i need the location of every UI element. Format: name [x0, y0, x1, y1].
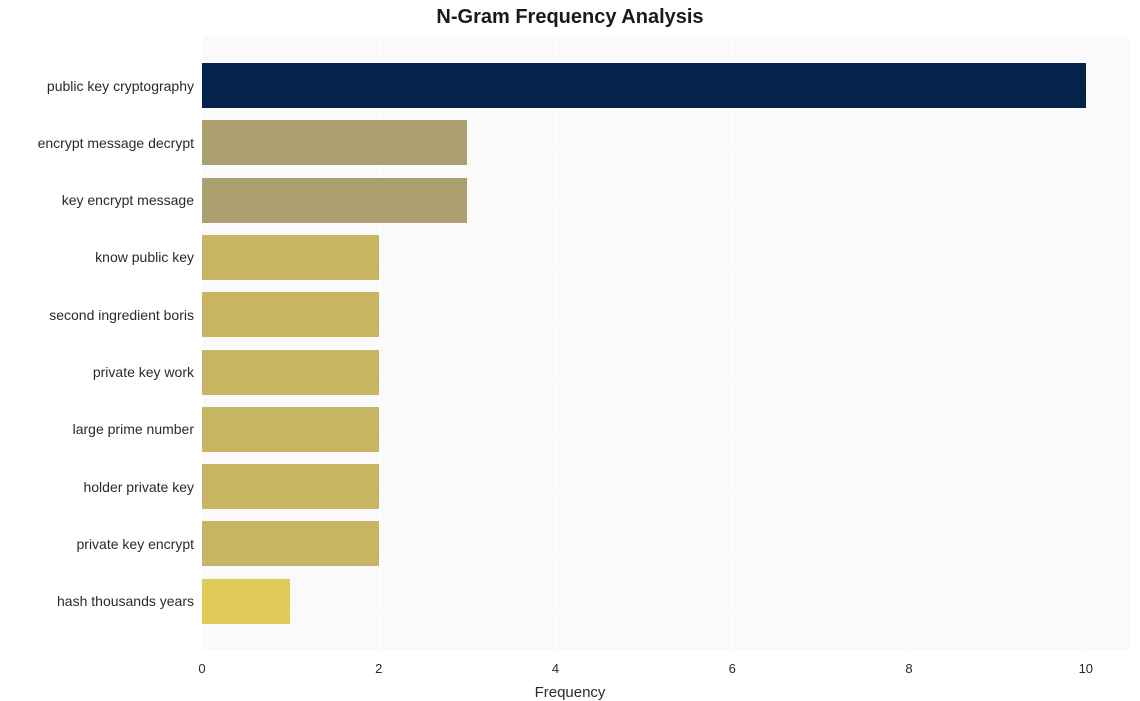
bar-row: public key cryptography — [202, 63, 1130, 108]
x-tick-label: 6 — [729, 661, 736, 676]
bar — [202, 521, 379, 566]
x-axis-label: Frequency — [0, 684, 1140, 701]
bar — [202, 178, 467, 223]
y-tick-label: private key encrypt — [77, 536, 203, 552]
y-tick-label: key encrypt message — [62, 192, 202, 208]
bar — [202, 292, 379, 337]
y-tick-label: large prime number — [73, 421, 202, 437]
chart-title: N-Gram Frequency Analysis — [0, 6, 1140, 29]
bar-row: key encrypt message — [202, 178, 1130, 223]
bar — [202, 464, 379, 509]
bar-row: hash thousands years — [202, 579, 1130, 624]
x-tick-label: 8 — [905, 661, 912, 676]
bar — [202, 63, 1086, 108]
bar — [202, 235, 379, 280]
x-tick-label: 2 — [375, 661, 382, 676]
y-tick-label: hash thousands years — [57, 593, 202, 609]
bar — [202, 350, 379, 395]
y-tick-label: holder private key — [83, 479, 202, 495]
bar-row: large prime number — [202, 407, 1130, 452]
plot-area: 0246810public key cryptographyencrypt me… — [202, 35, 1130, 650]
bar-row: private key work — [202, 350, 1130, 395]
x-tick-label: 4 — [552, 661, 559, 676]
y-tick-label: private key work — [93, 364, 202, 380]
y-tick-label: know public key — [95, 249, 202, 265]
bar-row: encrypt message decrypt — [202, 120, 1130, 165]
y-tick-label: public key cryptography — [47, 78, 202, 94]
row-separator — [202, 35, 1130, 36]
ngram-chart: N-Gram Frequency Analysis 0246810public … — [0, 0, 1140, 701]
bar — [202, 407, 379, 452]
y-tick-label: encrypt message decrypt — [38, 135, 202, 151]
bar-row: second ingredient boris — [202, 292, 1130, 337]
x-tick-label: 10 — [1079, 661, 1093, 676]
bar — [202, 579, 290, 624]
bar — [202, 120, 467, 165]
y-tick-label: second ingredient boris — [49, 307, 202, 323]
bar-row: private key encrypt — [202, 521, 1130, 566]
bar-row: know public key — [202, 235, 1130, 280]
bar-row: holder private key — [202, 464, 1130, 509]
x-tick-label: 0 — [198, 661, 205, 676]
